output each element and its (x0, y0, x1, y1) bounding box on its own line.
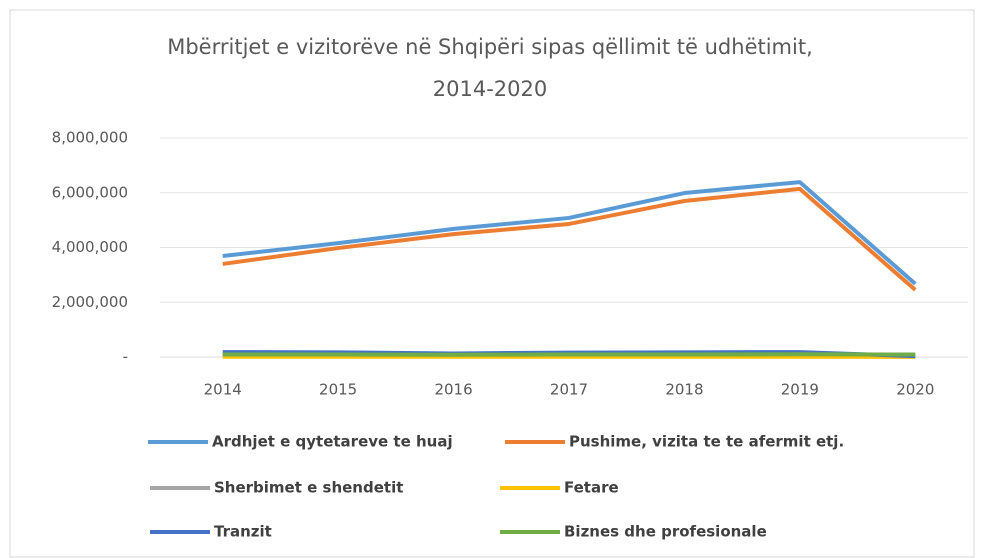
legend-label: Sherbimet e shendetit (214, 479, 403, 497)
x-tick-label: 2016 (434, 381, 472, 399)
chart-border (9, 9, 975, 558)
legend-label: Pushime, vizita te te afermit etj. (569, 433, 844, 451)
chart-title: Mbërritjet e vizitorëve në Shqipëri sipa… (167, 35, 813, 101)
series-line (222, 180, 917, 286)
y-tick-label: 8,000,000 (52, 129, 128, 147)
y-tick-label: 6,000,000 (52, 183, 128, 201)
legend-label: Ardhjet e qytetareve te huaj (212, 433, 453, 451)
y-tick-label: 2,000,000 (52, 293, 128, 311)
series-line (222, 186, 917, 292)
legend-label: Biznes dhe profesionale (564, 523, 767, 541)
series-line (222, 352, 916, 357)
x-tick-label: 2018 (665, 381, 703, 399)
legend-label: Tranzit (214, 523, 272, 541)
x-tick-label: 2017 (550, 381, 588, 399)
x-tick-label: 2015 (319, 381, 357, 399)
x-tick-label: 2020 (896, 381, 934, 399)
legend-label: Fetare (564, 479, 619, 497)
x-tick-label: 2014 (204, 381, 242, 399)
y-tick-label: - (123, 348, 128, 366)
y-tick-label: 4,000,000 (52, 238, 128, 256)
x-tick-label: 2019 (781, 381, 819, 399)
